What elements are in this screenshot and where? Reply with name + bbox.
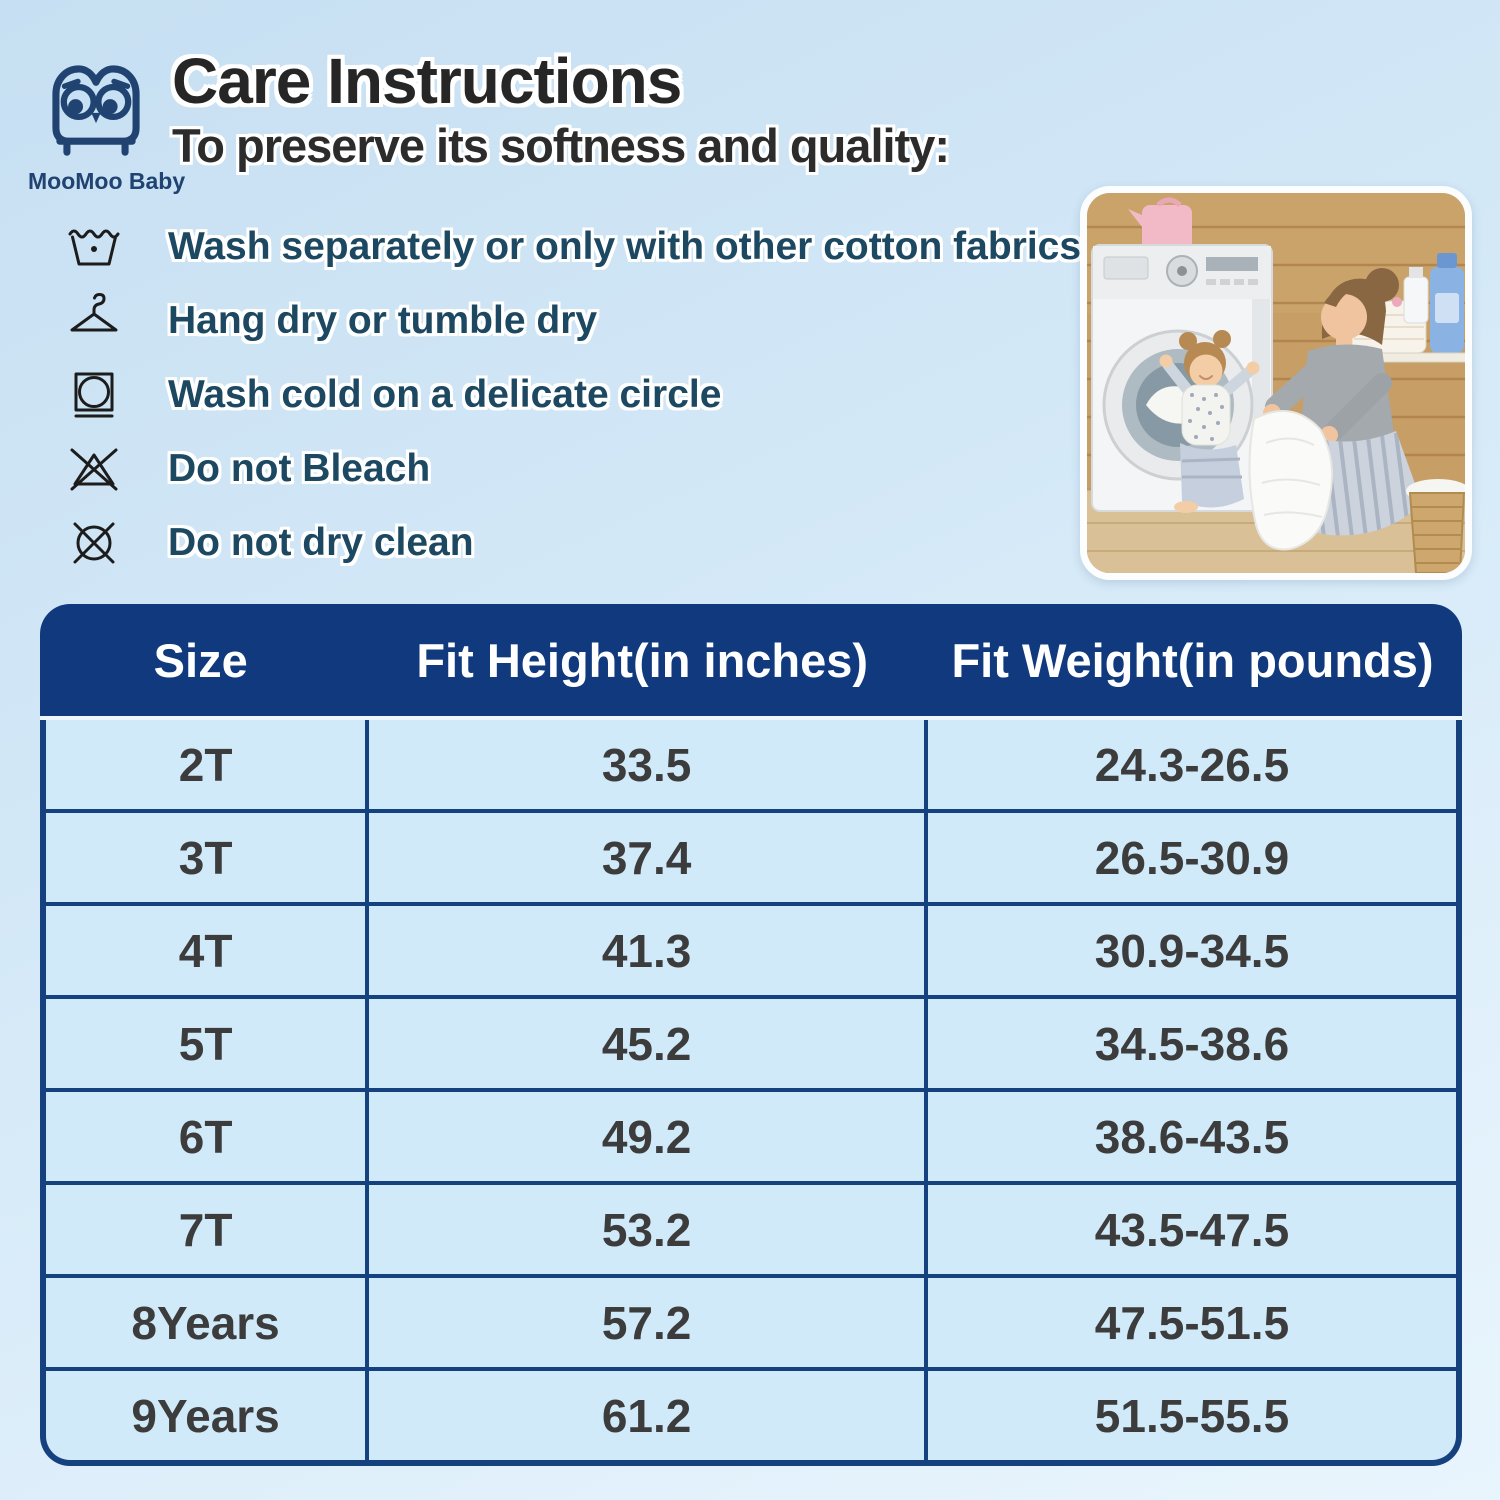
brand-logo: MooMoo Baby [28,50,186,195]
weight-cell: 43.5-47.5 [928,1185,1456,1274]
size-cell: 8Years [46,1278,366,1367]
owl-crib-logo-icon [52,65,140,156]
pink-jug [1128,197,1192,245]
care-item-label: Wash separately or only with other cotto… [168,225,1082,268]
height-cell: 53.2 [369,1185,924,1274]
weight-cell: 38.6-43.5 [928,1092,1456,1181]
do-not-bleach-icon [60,438,128,500]
size-cell: 5T [46,999,366,1088]
weight-cell: 24.3-26.5 [928,720,1456,809]
size-cell: 6T [46,1092,366,1181]
size-cell: 4T [46,906,366,995]
wicker-basket [1406,479,1465,573]
care-item-no-dry-clean: Do not dry clean [60,506,1070,580]
size-cell: 3T [46,813,366,902]
column-header-fit-weight: Fit Weight(in pounds) [951,633,1434,687]
care-instructions-list: Wash separately or only with other cotto… [60,210,1081,580]
do-not-dry-clean-icon [60,512,128,574]
table-header-row: Size Fit Height(in inches) Fit Weight(in… [40,604,1462,716]
weight-cell: 30.9-34.5 [928,906,1456,995]
column-header-size: Size [153,633,248,687]
laundry-scene [1087,193,1465,573]
column-header-fit-height: Fit Height(in inches) [416,633,869,687]
page-subtitle: To preserve its softness and quality: [172,119,950,172]
weight-cell: 34.5-38.6 [928,999,1456,1088]
height-cell: 33.5 [369,720,924,809]
brand-name: MooMoo Baby [28,168,186,194]
height-cell: 49.2 [369,1092,924,1181]
care-item-label: Wash cold on a delicate circle [168,373,722,416]
care-item-wash: Wash separately or only with other cotto… [60,210,1081,284]
header-divider [40,716,1462,720]
laundry-photo [1080,186,1472,580]
white-bottle [1403,276,1429,324]
size-cell: 9Years [46,1371,366,1460]
height-cell: 41.3 [369,906,924,995]
size-cell: 7T [46,1185,366,1274]
height-cell: 61.2 [369,1371,924,1460]
machine-wash-icon [60,216,128,278]
height-cell: 37.4 [369,813,924,902]
hanger-icon [60,290,128,352]
care-item-label: Hang dry or tumble dry [168,299,598,342]
table-body: 2T 33.5 24.3-26.5 3T 37.4 26.5-30.9 4T 4… [40,720,1462,1466]
child-figure [1159,330,1260,513]
weight-cell: 47.5-51.5 [928,1278,1456,1367]
care-item-no-bleach: Do not Bleach [60,432,1070,506]
page-title: Care Instructions [172,45,682,117]
size-cell: 2T [46,720,366,809]
size-chart-table: Size Fit Height(in inches) Fit Weight(in… [40,604,1462,1466]
weight-cell: 26.5-30.9 [928,813,1456,902]
delicate-cycle-icon [60,364,128,426]
weight-cell: 51.5-55.5 [928,1371,1456,1460]
care-item-hang-dry: Hang dry or tumble dry [60,284,1070,358]
care-item-label: Do not Bleach [168,447,431,490]
height-cell: 45.2 [369,999,924,1088]
care-item-delicate: Wash cold on a delicate circle [60,358,1070,432]
care-item-label: Do not dry clean [168,521,474,564]
height-cell: 57.2 [369,1278,924,1367]
